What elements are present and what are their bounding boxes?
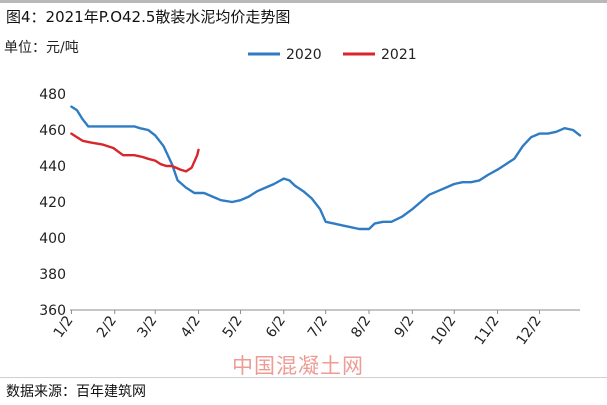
- watermark-text: 中国混凝土网: [232, 354, 364, 378]
- y-tick-label: 420: [39, 195, 66, 211]
- data-source: 数据来源：百年建筑网: [6, 384, 146, 400]
- y-axis: 360 380 400 420 440 460 480: [39, 87, 66, 319]
- top-rule: [0, 0, 607, 3]
- x-tick-label: 6/2: [263, 313, 289, 341]
- series-line-2020: [70, 105, 582, 231]
- x-tick-label: 10/2: [428, 313, 459, 348]
- y-tick-label: 360: [39, 303, 66, 319]
- x-tick-label: 12/2: [514, 313, 545, 348]
- x-tick-label: 9/2: [392, 313, 418, 341]
- x-tick-label: 4/2: [178, 313, 204, 341]
- y-tick-label: 460: [39, 123, 66, 139]
- y-tick-label: 440: [39, 159, 66, 175]
- x-tick-label: 8/2: [348, 313, 374, 341]
- legend-label-2020: 2020: [286, 47, 322, 63]
- y-tick-label: 400: [39, 231, 66, 247]
- y-tick-label: 480: [39, 87, 66, 103]
- x-tick-label: 5/2: [220, 313, 246, 341]
- y-tick-label: 380: [39, 267, 66, 283]
- series-line-2021: [70, 132, 200, 173]
- y-axis-unit-label: 单位：元/吨: [4, 40, 79, 56]
- bottom-rule: [0, 377, 607, 378]
- x-tick-label: 11/2: [472, 313, 503, 348]
- series-lines: [70, 105, 582, 231]
- x-axis: 1/2 2/2 3/2 4/2 5/2 6/2 7/2 8/2 9/2 10/2 11/2 12/2: [51, 309, 580, 348]
- legend: 2020 2021: [248, 47, 417, 63]
- x-tick-label: 2/2: [94, 313, 120, 341]
- legend-label-2021: 2021: [381, 47, 417, 63]
- x-tick-label: 7/2: [305, 313, 331, 341]
- x-tick-label: 3/2: [134, 313, 160, 341]
- chart-title: 图4：2021年P.O42.5散装水泥均价走势图: [6, 8, 291, 26]
